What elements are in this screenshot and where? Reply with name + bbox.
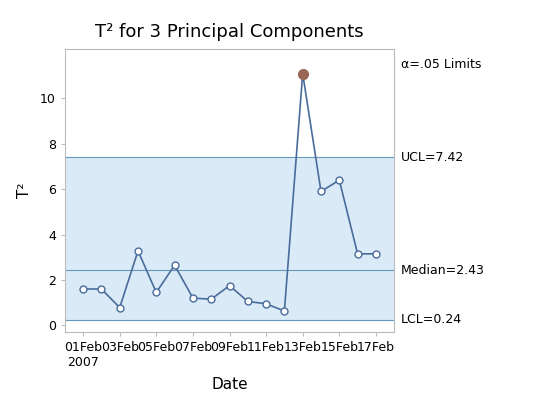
Title: T² for 3 Principal Components: T² for 3 Principal Components	[95, 23, 364, 41]
X-axis label: Date: Date	[211, 377, 248, 392]
Y-axis label: T²: T²	[17, 183, 31, 198]
Text: LCL=0.24: LCL=0.24	[401, 313, 462, 326]
Bar	[65, 157, 394, 320]
Text: UCL=7.42: UCL=7.42	[401, 151, 464, 164]
Text: α=.05 Limits: α=.05 Limits	[401, 58, 481, 71]
Text: Median=2.43: Median=2.43	[401, 264, 485, 277]
